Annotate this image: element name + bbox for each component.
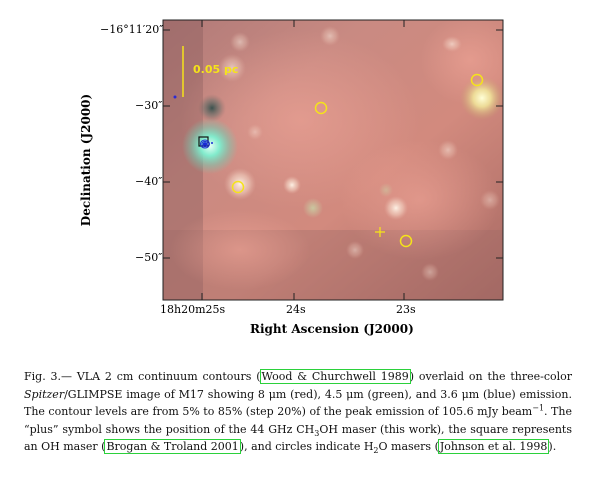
ch3oh-maser-plus [375,227,385,237]
y-axis-title: Declination (J2000) [79,93,93,227]
caption-text: ). [548,440,557,453]
x-tick-label: 18h20m25s [160,303,226,316]
caption-text: OH maser (this work), the square represe… [24,422,572,454]
citation-link[interactable]: Brogan & Troland 2001 [104,439,241,454]
y-tick-label: −50″ [135,251,163,264]
caption-subscript: 2 [373,446,379,456]
h2o-maser-circle [399,234,413,248]
tick-marks [163,20,503,300]
image-panel [163,20,503,300]
caption-text: ), and circles indicate H [239,440,374,453]
continuum-contours [200,139,210,149]
x-axis-title: Right Ascension (J2000) [250,322,414,336]
beam-marker [173,95,177,99]
y-tick-label: −30″ [135,99,163,112]
caption-text: /GLIMPSE image of M17 showing 8 μm (red)… [24,387,572,419]
scale-bar-label: 0.05 pc [193,63,239,76]
contour-dot [211,142,213,144]
y-tick-label: −16°11′20″ [100,23,164,36]
caption-text: . The “plus” symbol shows the position o… [24,405,572,436]
h2o-maser-circle [314,101,328,115]
h2o-maser-circle [470,73,484,87]
h2o-maser-circle [231,180,245,194]
caption-text: O masers ( [378,440,439,453]
x-tick-label: 23s [396,303,416,316]
x-tick-label: 24s [286,303,306,316]
image-frame [162,19,504,301]
y-tick-label: −40″ [135,175,163,188]
caption-text: ) overlaid on the three-color [409,370,573,383]
caption-italic: Spitzer [24,387,65,401]
caption-superscript: −1 [532,403,545,413]
citation-link[interactable]: Wood & Churchwell 1989 [259,369,411,384]
citation-link[interactable]: Johnson et al. 1998 [437,439,550,454]
caption-text: VLA 2 cm continuum contours ( [72,370,261,383]
figure-caption: Fig. 3.— VLA 2 cm continuum contours (Wo… [24,368,572,456]
caption-fig-label: Fig. 3.— [24,370,73,383]
caption-subscript: 3 [314,428,320,438]
